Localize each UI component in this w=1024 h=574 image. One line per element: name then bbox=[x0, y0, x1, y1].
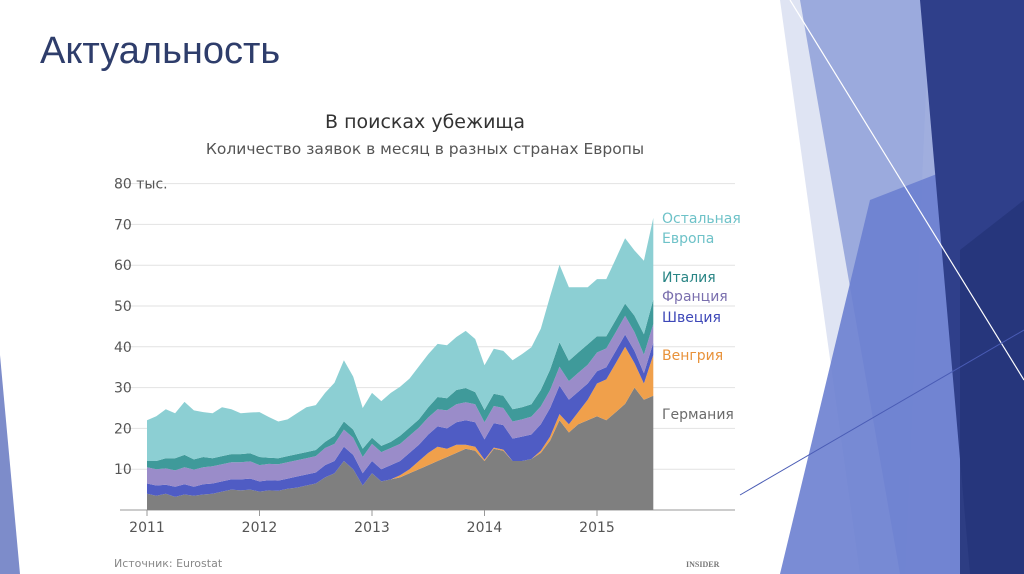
series-labels: Германия Венгрия Швеция Франция Италия Осталь… bbox=[662, 211, 741, 423]
series-label-0: Германия bbox=[662, 407, 734, 423]
y-tick-label: 60 bbox=[114, 258, 132, 274]
series-label-3: Франция bbox=[662, 289, 728, 305]
x-axis-ticks: 2011 2012 2013 2014 2015 bbox=[129, 510, 615, 536]
deco-line-2 bbox=[739, 329, 1024, 496]
area-series-2 bbox=[147, 334, 654, 497]
area-series-0 bbox=[147, 387, 654, 510]
area-series-5 bbox=[147, 217, 654, 461]
series-label-1: Венгрия bbox=[662, 348, 723, 364]
series-label-4: Италия bbox=[662, 270, 716, 286]
deco-left-wedge bbox=[0, 355, 20, 574]
source-note: Источник: Eurostat bbox=[114, 557, 223, 570]
x-tick-label: 2013 bbox=[354, 520, 390, 536]
chart-subtitle: Количество заявок в месяц в разных стран… bbox=[206, 140, 644, 158]
y-tick-label: 20 bbox=[114, 421, 132, 437]
y-tick-label: 40 bbox=[114, 340, 132, 356]
y-tick-label: 50 bbox=[114, 299, 132, 315]
insider-logo: INSIDER bbox=[686, 560, 720, 569]
y-tick-label: 10 bbox=[114, 462, 132, 478]
chart-title: В поисках убежища bbox=[325, 111, 525, 133]
deco-line-1 bbox=[789, 0, 1024, 381]
series-label-5: Остальная bbox=[662, 211, 741, 227]
x-tick-label: 2014 bbox=[467, 520, 503, 536]
stacked-areas bbox=[147, 217, 654, 510]
y-tick-label: 70 bbox=[114, 217, 132, 233]
series-label-5: Европа bbox=[662, 231, 714, 247]
y-tick-label: 80 тыс. bbox=[114, 177, 168, 193]
x-tick-label: 2015 bbox=[579, 520, 615, 536]
area-series-4 bbox=[147, 299, 654, 471]
area-series-3 bbox=[147, 315, 654, 487]
deco-panel-navy bbox=[960, 200, 1024, 574]
y-axis-ticks: 10 20 30 40 50 60 70 80 тыс. bbox=[114, 177, 168, 479]
slide-title: Актуальность bbox=[40, 30, 281, 72]
x-tick-label: 2012 bbox=[242, 520, 278, 536]
series-label-2: Швеция bbox=[662, 310, 721, 326]
y-tick-label: 30 bbox=[114, 381, 132, 397]
x-tick-label: 2011 bbox=[129, 520, 165, 536]
